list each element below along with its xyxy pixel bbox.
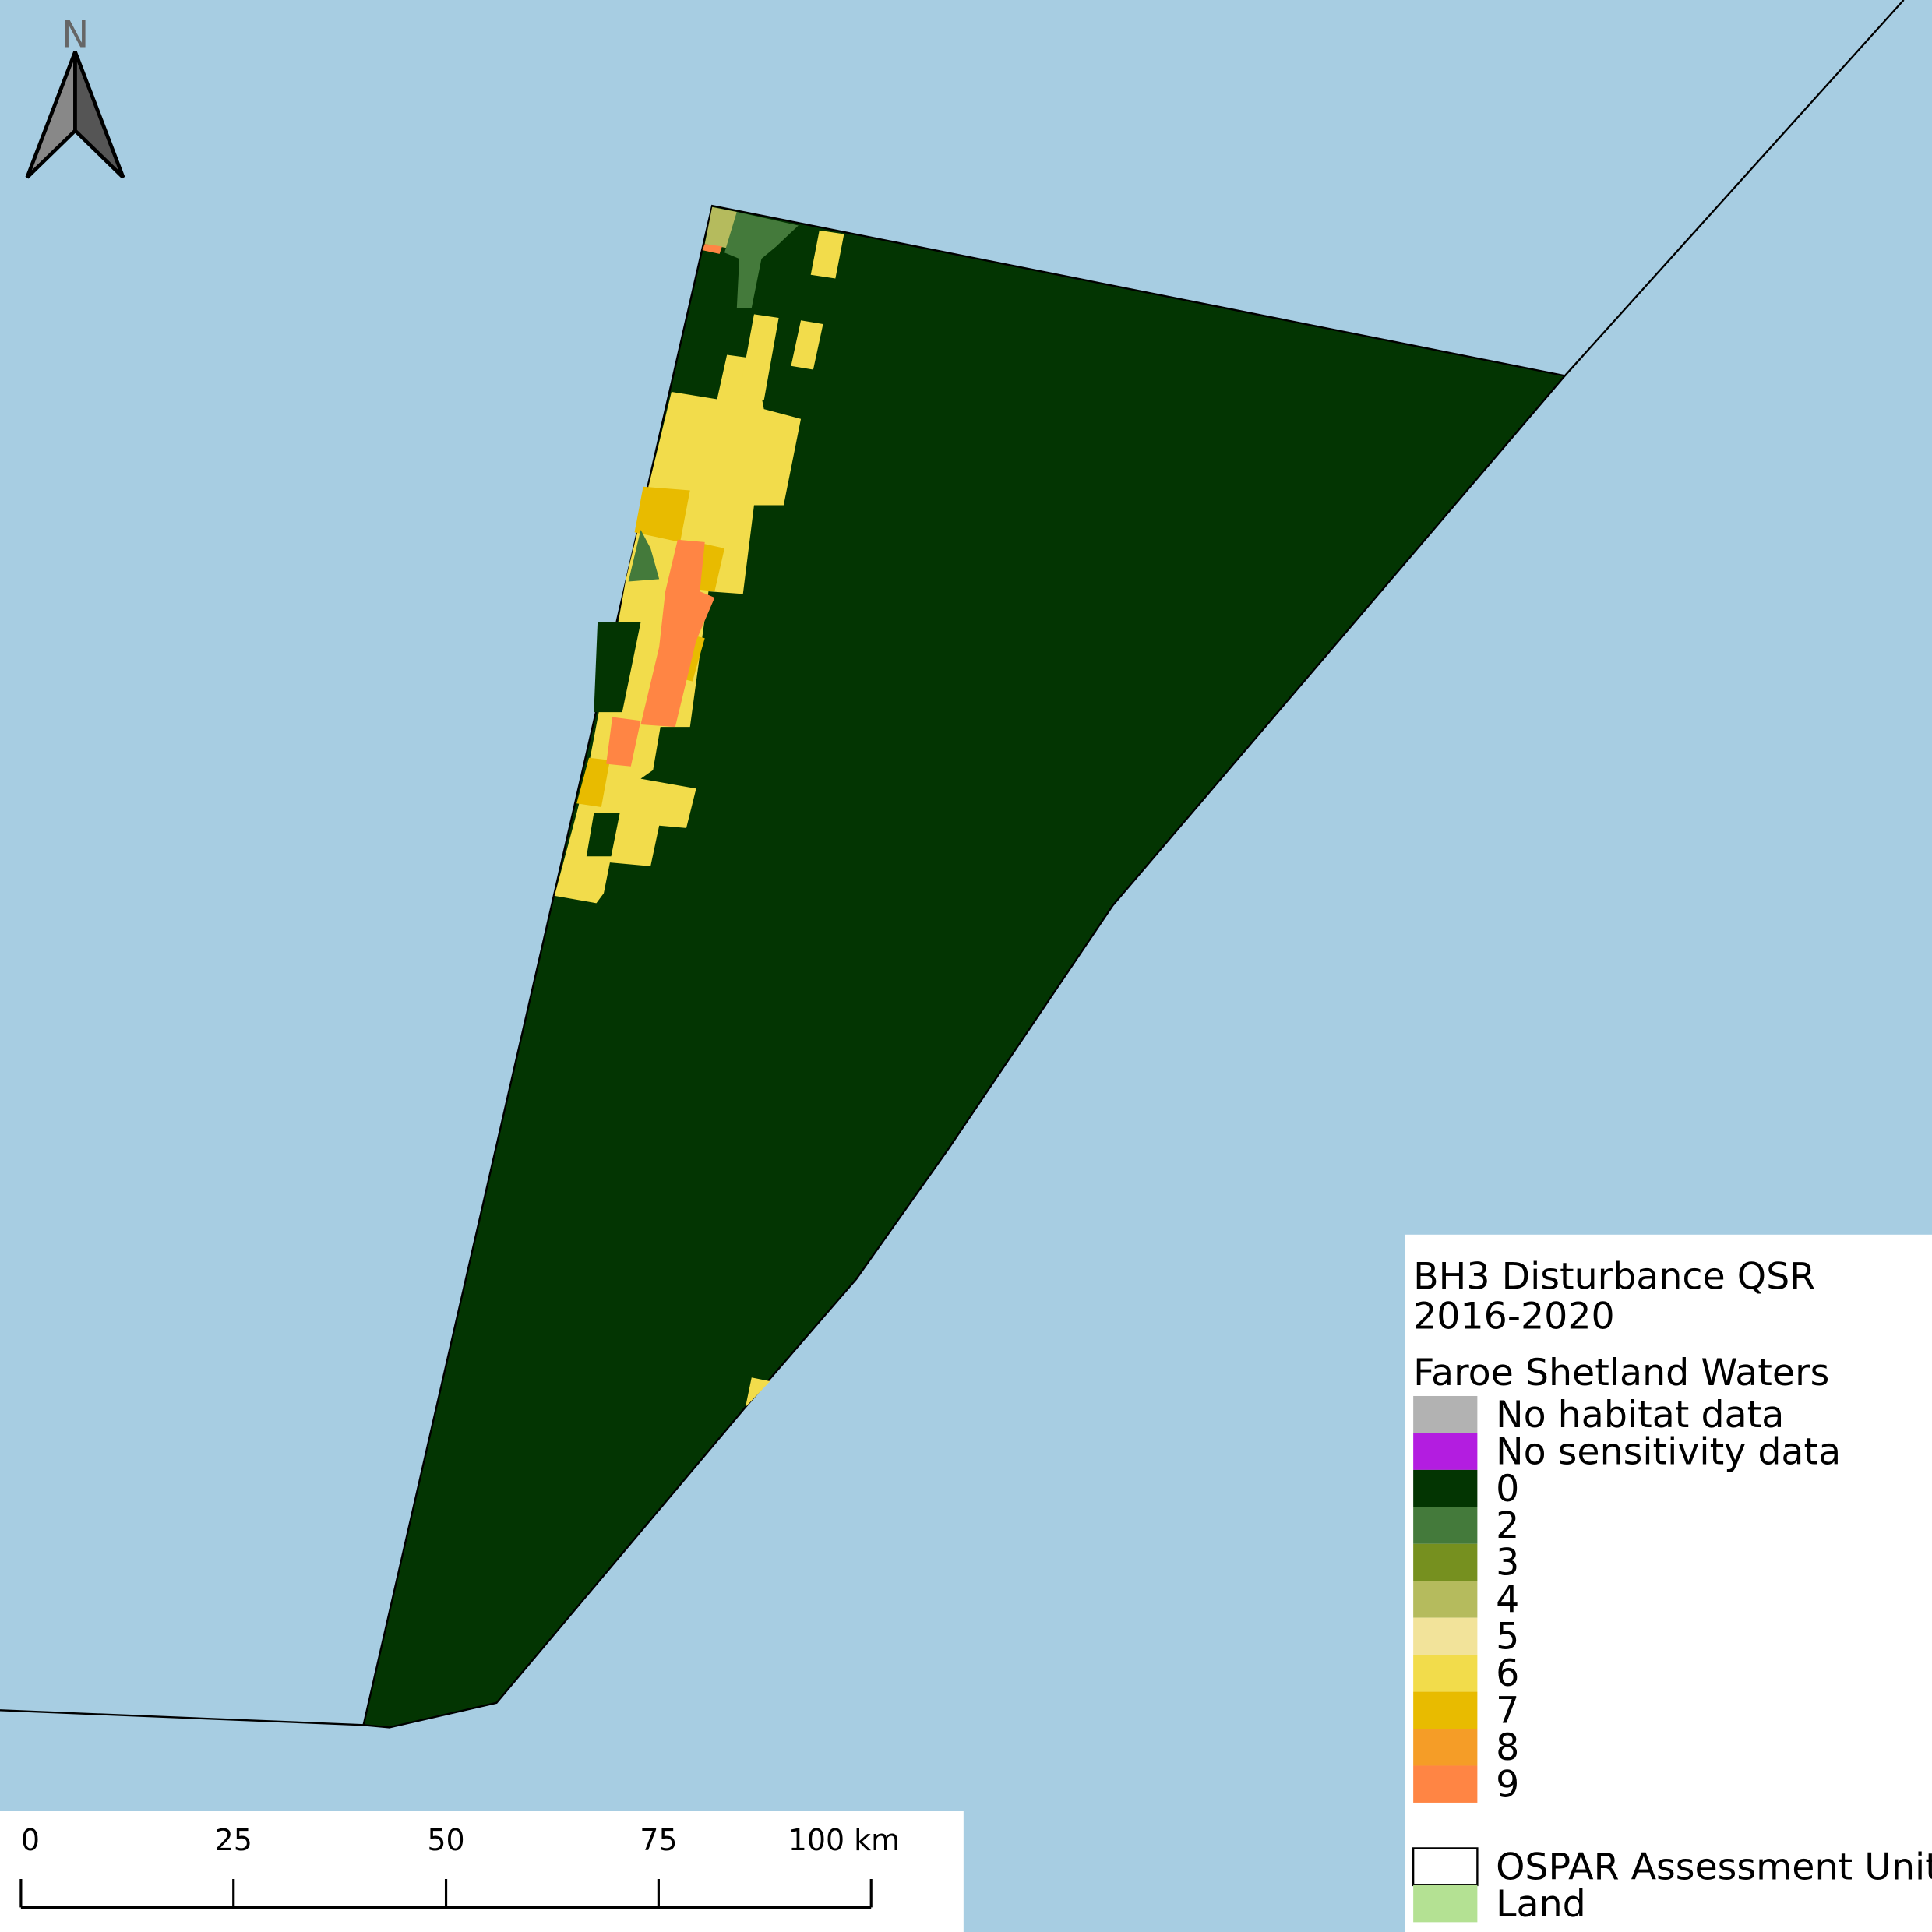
legend-swatch	[1413, 1395, 1478, 1433]
legend-swatch	[1413, 1507, 1478, 1544]
legend-label: 0	[1496, 1468, 1519, 1511]
patch	[606, 717, 641, 767]
legend-label: Land	[1496, 1883, 1586, 1926]
patch	[791, 320, 823, 370]
legend-label: 5	[1496, 1616, 1519, 1659]
legend-swatch	[1412, 1847, 1479, 1887]
legend-swatch	[1413, 1691, 1478, 1729]
legend-label: 4	[1496, 1578, 1519, 1621]
boundary-line	[0, 1709, 364, 1726]
patch	[634, 486, 690, 542]
legend-label: 6	[1496, 1652, 1519, 1695]
legend-swatch	[1413, 1543, 1478, 1581]
legend-swatch	[1413, 1617, 1478, 1655]
legend-subtitle: 2016-2020	[1413, 1295, 1615, 1338]
arrow-right	[73, 51, 125, 179]
north-arrow: N	[25, 13, 125, 179]
sensitivity-patches	[554, 206, 844, 1408]
legend-label: No habitat data	[1496, 1394, 1784, 1437]
legend-label: 9	[1496, 1763, 1519, 1806]
patch	[594, 622, 641, 713]
scale-label: 25	[215, 1823, 252, 1857]
scale-bar: 0 25 50 75 100 km	[0, 1811, 964, 1932]
legend-label: 3	[1496, 1542, 1519, 1585]
legend-swatch	[1413, 1469, 1478, 1507]
scale-label: 100 km	[788, 1823, 900, 1857]
legend-swatch	[1413, 1581, 1478, 1618]
scale-box	[0, 1811, 964, 1932]
legend-swatch	[1413, 1884, 1478, 1923]
legend-swatch	[1413, 1655, 1478, 1692]
legend-label: 7	[1496, 1689, 1519, 1732]
patch	[586, 813, 620, 857]
legend-label: OSPAR Assessment Units	[1496, 1846, 1932, 1888]
patch	[810, 230, 844, 279]
patch	[724, 212, 799, 308]
patch	[702, 244, 722, 254]
legend-title: BH3 Disturbance QSR	[1413, 1256, 1815, 1299]
scale-label: 75	[640, 1823, 677, 1857]
patch	[576, 757, 610, 807]
legend-group: Faroe Shetland Waters	[1413, 1352, 1829, 1394]
patch	[628, 530, 660, 582]
patch	[745, 1377, 770, 1408]
legend-swatch	[1413, 1729, 1478, 1766]
legend-label: 8	[1496, 1726, 1519, 1769]
scale-label: 50	[427, 1823, 464, 1857]
legend-label: No sensitivity data	[1496, 1430, 1841, 1473]
patch	[640, 539, 715, 728]
patch	[739, 314, 779, 401]
boundary-line	[1564, 0, 1905, 377]
north-label: N	[62, 13, 90, 56]
scale-label: 0	[21, 1823, 40, 1857]
legend-box	[1405, 1234, 1932, 1932]
legend-swatch	[1413, 1433, 1478, 1470]
legend: BH3 Disturbance QSR 2016-2020 Faroe Shet…	[1405, 1234, 1932, 1932]
legend-swatch	[1413, 1765, 1478, 1803]
legend-label: 2	[1496, 1504, 1519, 1547]
